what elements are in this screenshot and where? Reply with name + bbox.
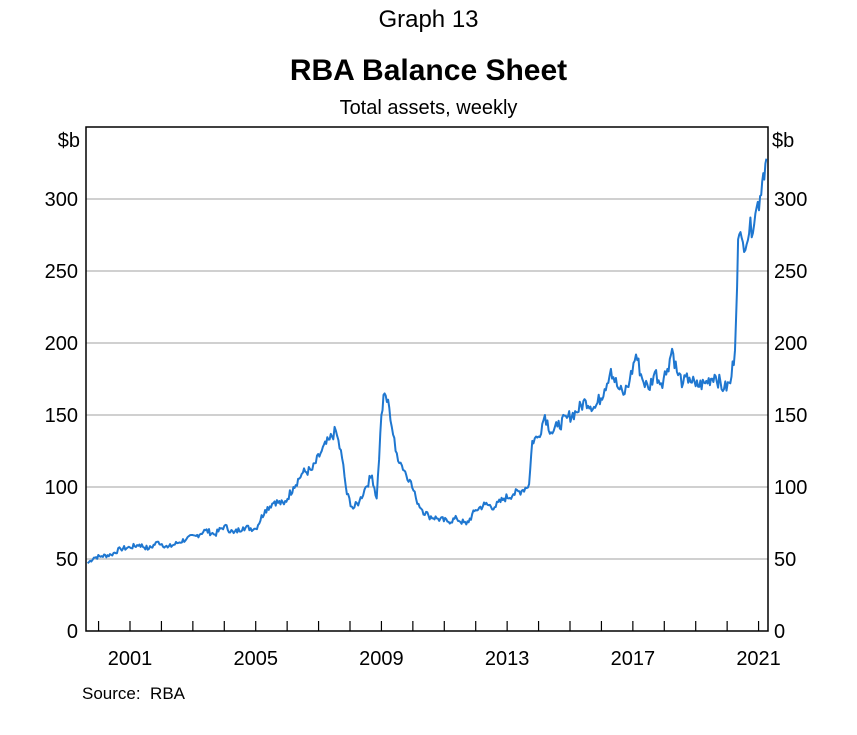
y-tick-label-left: 150	[45, 405, 78, 427]
source-value: RBA	[150, 684, 186, 703]
gridlines	[86, 198, 768, 560]
y-tick-label-right: 300	[774, 189, 807, 211]
y-tick-label-left: 250	[45, 261, 78, 283]
y-tick-label-right: 200	[774, 333, 807, 355]
y-unit-left: $b	[58, 130, 80, 152]
source-note: Source: RBA	[82, 684, 185, 704]
y-axis-left: 0 50 100 150 200 250 300	[45, 189, 78, 643]
y-tick-label-right: 250	[774, 261, 807, 283]
x-tick-label: 2005	[233, 648, 278, 670]
x-tick-label: 2021	[736, 648, 781, 670]
y-unit-right: $b	[772, 130, 794, 152]
y-tick-label-left: 200	[45, 333, 78, 355]
x-tick-label: 2013	[485, 648, 530, 670]
y-tick-label-right: 100	[774, 477, 807, 499]
x-tick-label: 2017	[611, 648, 656, 670]
y-tick-label-left: 100	[45, 477, 78, 499]
y-tick-label-left: 50	[56, 549, 78, 571]
x-tick-label: 2001	[108, 648, 153, 670]
source-label: Source:	[82, 684, 141, 703]
y-tick-label-left: 300	[45, 189, 78, 211]
graph-number: Graph 13	[378, 6, 479, 33]
y-tick-label-right: 50	[774, 549, 796, 571]
x-tick-label: 2009	[359, 648, 404, 670]
plot-frame	[85, 126, 769, 632]
x-axis: 2001 2005 2009 2013 2017 2021	[97, 621, 781, 670]
y-tick-label-right: 0	[774, 621, 785, 643]
chart-title: RBA Balance Sheet	[289, 54, 568, 87]
chart-subtitle: Total assets, weekly	[339, 97, 518, 119]
y-tick-label-right: 150	[774, 405, 807, 427]
y-tick-label-left: 0	[67, 621, 78, 643]
y-axis-right: 0 50 100 150 200 250 300	[774, 189, 807, 643]
series-line-total-assets	[86, 158, 768, 565]
